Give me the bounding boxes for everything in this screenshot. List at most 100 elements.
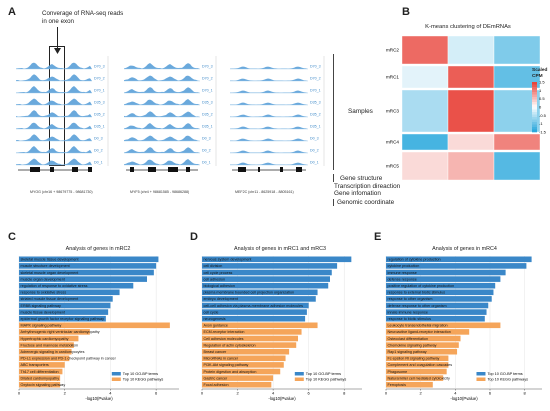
x-tick-label: 4: [272, 391, 275, 396]
x-tick-label: 0: [385, 391, 388, 396]
colorbar-segment: [532, 94, 537, 98]
bar: [386, 289, 494, 296]
bar-label: cytokine production: [388, 264, 420, 268]
track-label: D35_1: [310, 125, 321, 129]
colorbar-segment: [532, 122, 537, 125]
bar-label: Hypertrophic cardiomyopathy: [21, 337, 69, 341]
bar-label: defense response: [388, 277, 417, 281]
track-label: D35_2: [310, 113, 321, 117]
bar: [386, 348, 458, 355]
bar-label: PD-L1 expression and PD-1 checkpoint pat…: [21, 357, 117, 361]
heat-cell: [447, 89, 495, 133]
colorbar-segment: [532, 119, 537, 123]
track-label: D70_3: [202, 65, 213, 69]
bar-label: embryo development: [204, 297, 238, 301]
bar-label: Osteoclast differentiation: [388, 337, 429, 341]
bar-label: Regulation of actin cytoskeleton: [204, 343, 256, 347]
bar: [19, 309, 109, 315]
bar: [202, 322, 318, 329]
coverage-peak: [230, 162, 308, 165]
bar: [386, 296, 492, 302]
x-tick-label: 8: [524, 391, 527, 396]
heat-row-label: mRC4: [386, 140, 399, 145]
bar: [202, 289, 318, 296]
bar: [386, 315, 485, 322]
coverage-peak: [124, 75, 200, 81]
bar: [202, 309, 307, 315]
colorbar-segment: [532, 112, 537, 115]
track-label: D35_2: [202, 113, 213, 117]
track-label: D35_1: [202, 125, 213, 129]
coverage-peak: [124, 87, 200, 93]
track-label: D70_1: [202, 89, 213, 93]
exon-block: [130, 167, 134, 172]
bar-label: Th17 cell differentiation: [21, 370, 59, 374]
heat-row-label: mRC2: [386, 48, 399, 53]
colorbar-tick: -1.5: [539, 130, 547, 135]
colorbar-segment: [532, 114, 537, 118]
x-tick-label: 2: [420, 391, 423, 396]
bar-label: regulation of cytokine production: [388, 258, 441, 262]
bar-label: Oxytocin signaling pathway: [21, 383, 66, 387]
track-label: D0_3: [310, 137, 319, 141]
bar-label: Neuroactive ligand-receptor interaction: [388, 330, 451, 334]
track-label: D0_1: [202, 161, 211, 165]
colorbar-tick: -0.5: [539, 113, 547, 118]
heat-row-label: mRC5: [386, 164, 399, 169]
colorbar-segment: [532, 127, 537, 130]
bar: [19, 322, 170, 329]
x-axis-label: -log10(Pvalue): [450, 396, 478, 401]
bar-label: Natural killer cell mediated cytotoxicit…: [388, 376, 450, 380]
chart-c-title: Analysis of genes in mRC2: [65, 246, 131, 252]
bar-label: Breast cancer: [204, 350, 228, 354]
bar-label: MicroRNAs in cancer: [204, 357, 239, 361]
track-label: D35_3: [202, 101, 213, 105]
annotation-gene-structure: Gene structure: [340, 175, 383, 182]
coverage-peak: [16, 122, 92, 129]
bar: [19, 368, 63, 375]
track-label: D0_2: [94, 149, 103, 153]
bar: [202, 263, 338, 269]
bar: [19, 348, 72, 355]
bar: [386, 375, 444, 381]
coverage-peak: [230, 150, 308, 153]
panel-label-e: E: [374, 231, 382, 243]
chart-c: skeletal muscle tissue development muscle…: [18, 256, 179, 401]
track-label: D70_3: [310, 65, 321, 69]
bar-label: Protein digestion and absorption: [204, 370, 257, 374]
colorbar-segment: [532, 102, 537, 105]
bar: [202, 368, 281, 375]
exon-block: [30, 167, 40, 172]
x-tick-label: 8: [343, 391, 346, 396]
bar-label: Complement and coagulation cascades: [388, 363, 453, 367]
track-label: D35_2: [94, 113, 105, 117]
colorbar-segment: [532, 117, 537, 120]
legend-swatch: [111, 377, 121, 381]
x-tick-label: 4: [109, 391, 112, 396]
bar: [386, 269, 506, 276]
coverage-peak: [16, 98, 92, 105]
heat-cell: [493, 35, 541, 65]
exon-block: [258, 167, 260, 172]
exon-block: [148, 167, 156, 172]
callout-arrow-head-icon: [54, 48, 61, 54]
colorbar-tick: 0.5: [539, 96, 545, 101]
bar-label: biological adhesion: [204, 284, 235, 288]
bar-label: skeletal muscle organ development: [21, 271, 79, 275]
heatmap-title: K-means clustering of DEmRNAs: [425, 24, 511, 30]
colorbar-segment: [532, 99, 537, 103]
coordinate-bracket: [333, 199, 334, 206]
bar: [19, 315, 106, 322]
heat-cell: [493, 133, 541, 151]
exon-block: [238, 167, 246, 172]
track-label: D0_1: [310, 161, 319, 165]
x-tick-label: 6: [308, 391, 311, 396]
exon-block: [72, 167, 78, 172]
bar-label: response to biotic stimulus: [388, 317, 432, 321]
bar: [202, 375, 274, 381]
coverage-peak: [16, 146, 92, 153]
coverage-tracks: D70_3 D70_2 D70_1 D35_3 D35_2 D35_1 D0_3 D0_2 D0…: [16, 56, 325, 172]
callout-arrow-line: [57, 27, 58, 51]
bar: [386, 362, 449, 368]
annotation-genomic-coordinate: Genomic coordinate: [337, 199, 395, 206]
